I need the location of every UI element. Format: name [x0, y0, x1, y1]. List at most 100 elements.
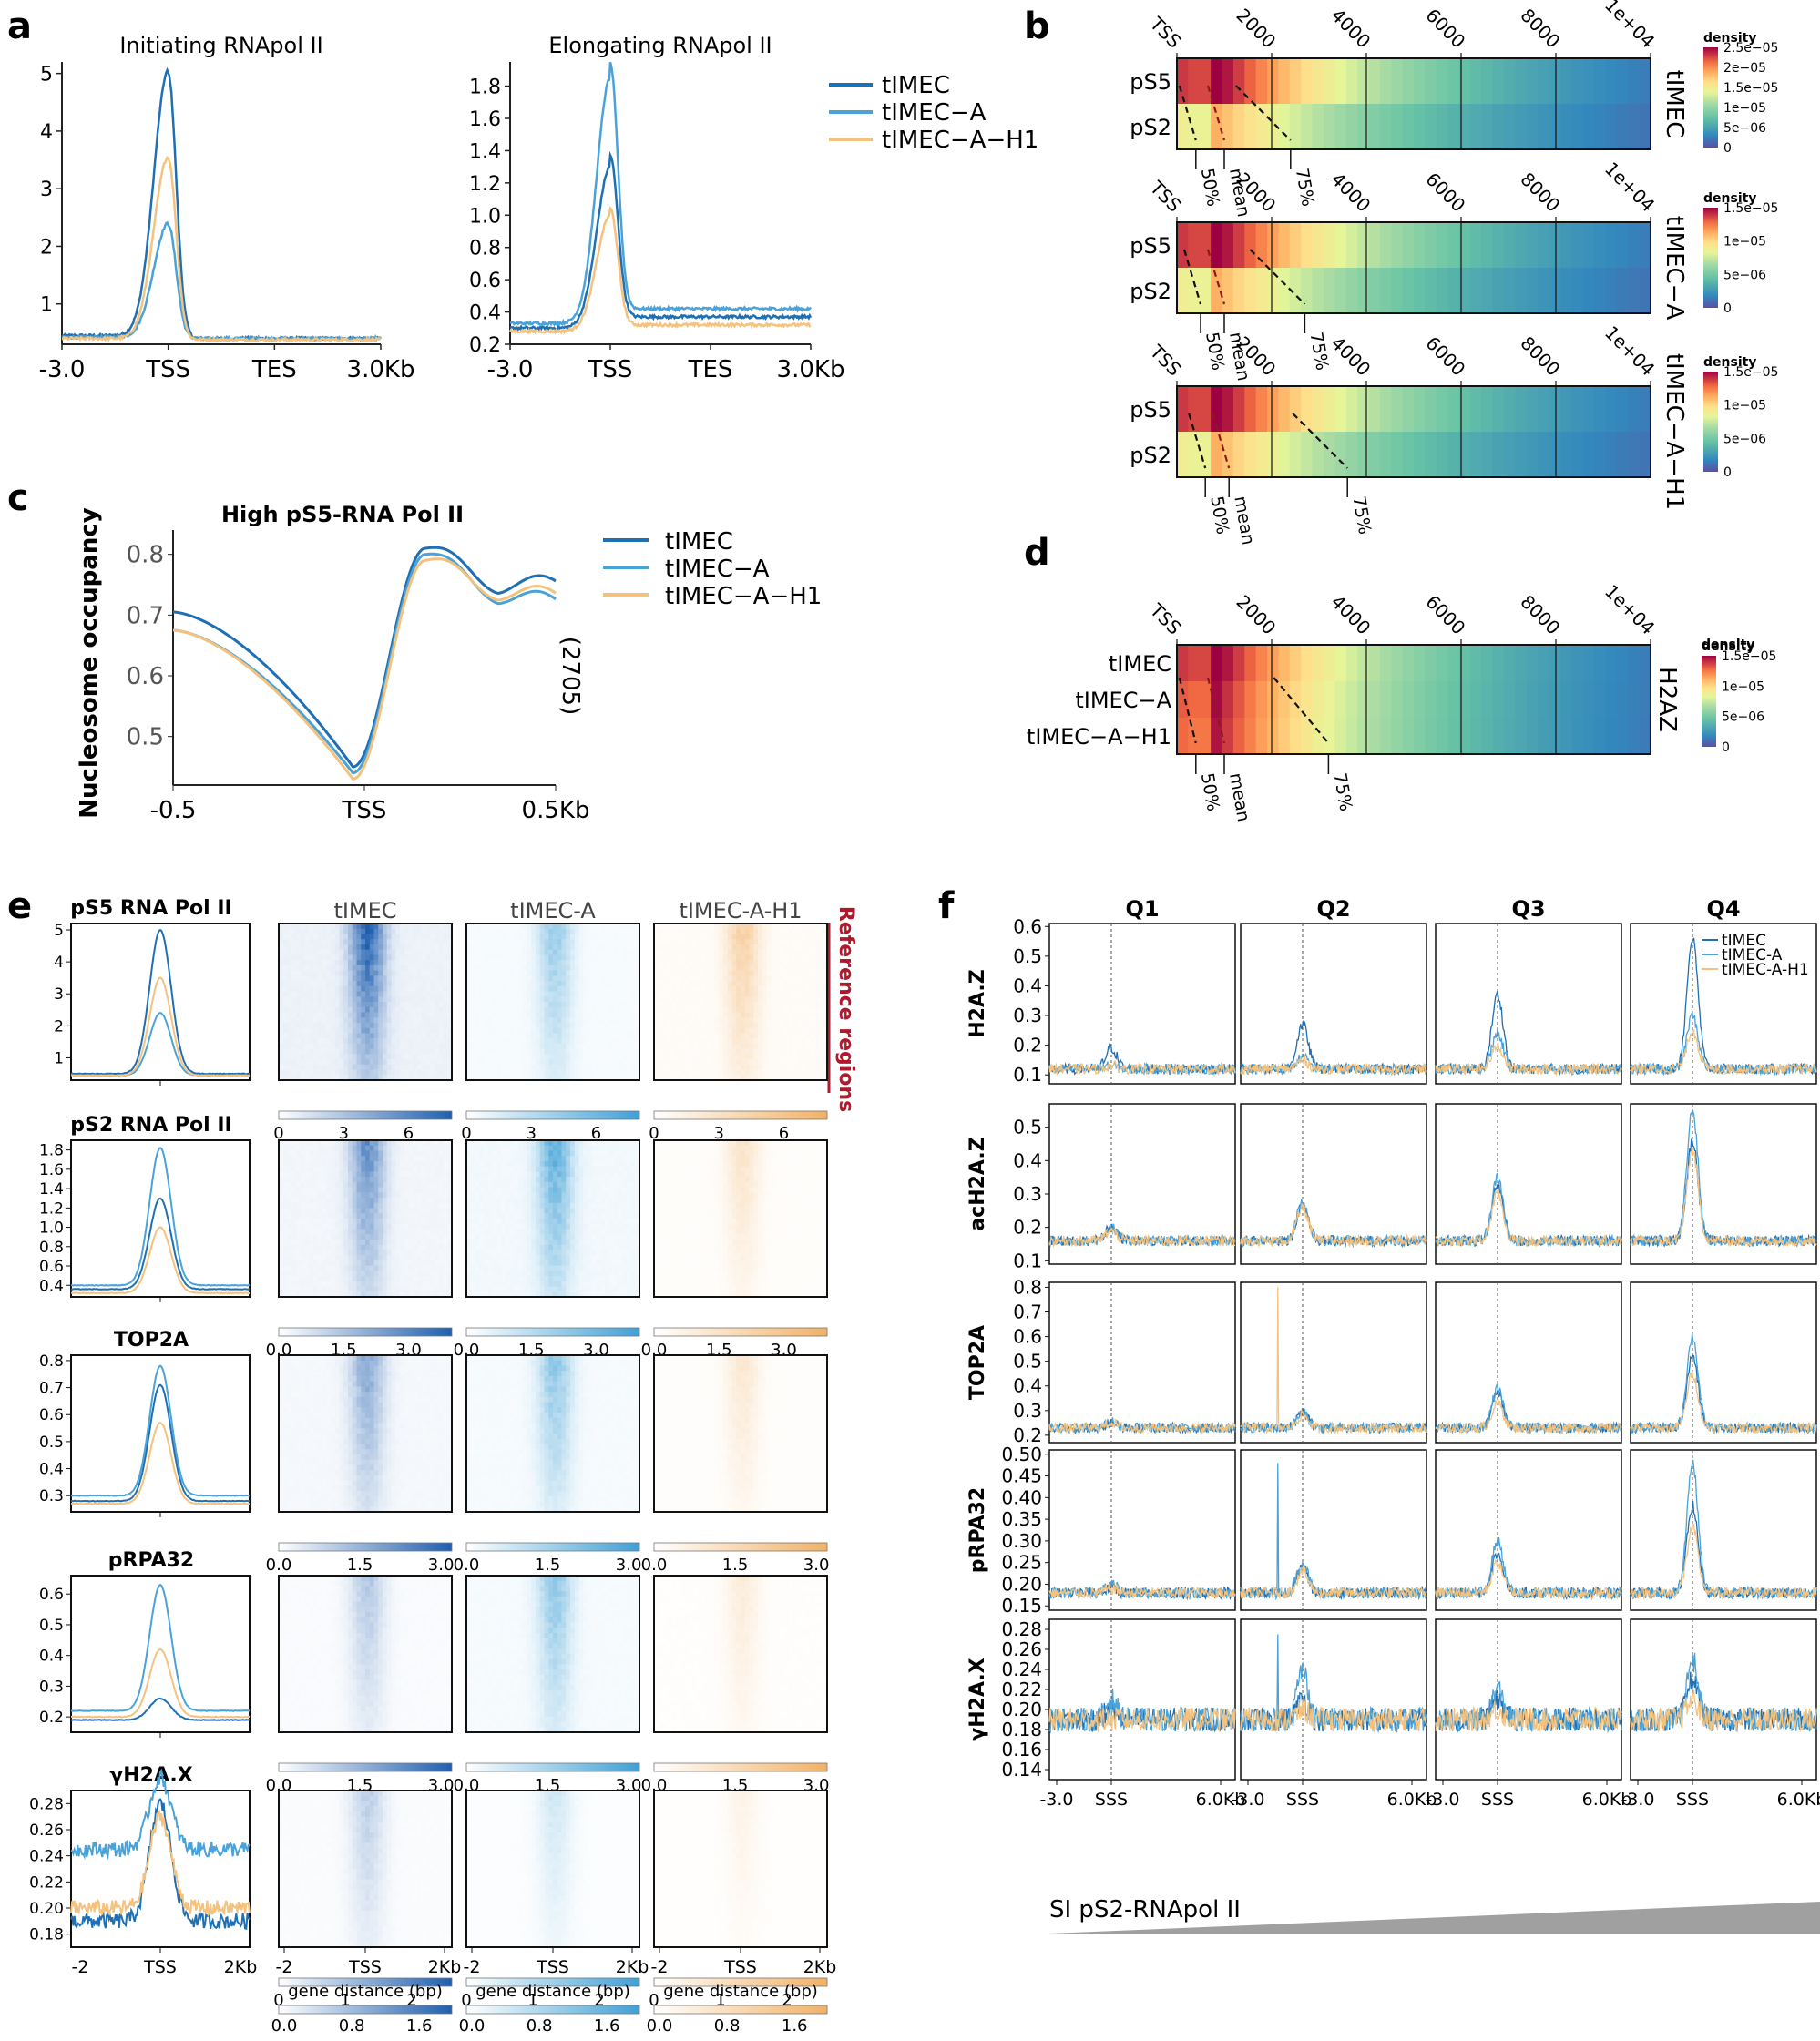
heat-cell	[1515, 681, 1528, 719]
heat-cell	[331, 1150, 336, 1157]
heat-cell	[1515, 386, 1528, 433]
heat-cell	[484, 1022, 489, 1029]
heat-cell	[300, 1048, 305, 1055]
heat-cell	[723, 1002, 729, 1008]
heat-cell	[313, 1239, 319, 1246]
heat-cell	[522, 944, 527, 951]
legend-c: tIMEC tIMEC−A tIMEC−A−H1	[603, 528, 822, 610]
heat-cell	[404, 1075, 409, 1081]
heat-cell	[1222, 222, 1234, 269]
heat-cell	[723, 1038, 729, 1045]
column-title: tIMEC	[333, 898, 396, 924]
heat-cell	[313, 1033, 319, 1039]
heat-cell	[775, 934, 781, 940]
heat-cell	[492, 1017, 497, 1024]
heat-cell	[792, 1075, 798, 1081]
heat-cell	[413, 991, 418, 997]
heat-cell	[618, 1006, 623, 1013]
heat-cell	[282, 1281, 288, 1288]
heat-cell	[501, 1064, 506, 1071]
heat-cell	[496, 1022, 502, 1029]
heat-cell	[313, 1202, 319, 1209]
heat-cell	[630, 996, 636, 1003]
heat-cell	[322, 1022, 327, 1029]
heat-cell	[348, 1198, 353, 1204]
heat-cell	[348, 1213, 353, 1219]
heat-cell	[1436, 386, 1448, 433]
heat-cell	[522, 960, 527, 966]
heat-cell	[438, 1017, 444, 1024]
heat-cell	[779, 975, 784, 982]
heat-cell	[317, 1038, 322, 1045]
heat-cell	[369, 1255, 374, 1261]
heat-cell	[758, 949, 763, 955]
heat-cell	[1334, 645, 1347, 682]
heat-cell	[334, 1140, 340, 1147]
heat-cell	[706, 1027, 711, 1034]
percentile-label: 50%	[1197, 771, 1223, 812]
heat-cell	[300, 1033, 305, 1039]
heat-cell	[723, 934, 729, 940]
heat-cell	[1559, 718, 1572, 755]
heat-cell	[291, 1033, 297, 1039]
heat-cell	[710, 960, 715, 966]
heat-cell	[758, 991, 763, 997]
heat-cell	[395, 1022, 401, 1029]
heat-cell	[570, 949, 576, 955]
heat-cell	[352, 1156, 357, 1162]
heat-cell	[1323, 681, 1335, 719]
heat-cell	[539, 970, 545, 976]
heat-cell	[365, 1198, 371, 1204]
heat-cell	[287, 981, 292, 987]
heat-cell	[309, 1281, 314, 1288]
heat-cell	[282, 1033, 288, 1039]
heat-cell	[352, 1291, 357, 1298]
heat-cell	[771, 1043, 776, 1050]
heat-cell	[326, 1064, 332, 1071]
heat-cell	[779, 1017, 784, 1024]
heat-cell	[578, 960, 584, 966]
heat-cell	[361, 1239, 366, 1246]
heat-cell	[1188, 104, 1201, 150]
heat-cell	[1571, 681, 1584, 719]
heat-cell	[378, 1033, 383, 1039]
heat-cell	[509, 949, 515, 955]
heat-cell	[608, 975, 614, 982]
heat-cell	[395, 1027, 401, 1034]
heat-cell	[626, 970, 631, 976]
heat-cell	[527, 944, 532, 951]
heat-cell	[352, 1234, 357, 1240]
heat-cell	[400, 981, 405, 987]
heat-cell	[667, 1043, 672, 1050]
heat-cell	[574, 1027, 579, 1034]
heat-cell	[395, 1017, 401, 1024]
heat-cell	[531, 924, 537, 930]
heat-cell	[309, 924, 314, 930]
heat-cell	[369, 1038, 374, 1045]
heat-cell	[701, 975, 707, 982]
heat-cell	[395, 964, 401, 972]
heat-cell	[373, 1043, 379, 1050]
heat-cell	[322, 1291, 327, 1298]
heat-cell	[697, 964, 702, 972]
heat-cell	[539, 1017, 545, 1024]
heat-cell	[383, 1166, 388, 1172]
heat-cell	[805, 928, 811, 934]
heat-cell	[378, 1006, 383, 1013]
heat-cell	[296, 981, 302, 987]
series-line	[70, 928, 251, 1076]
heat-cell	[400, 1022, 405, 1029]
heat-cell	[386, 939, 392, 945]
heat-cell	[487, 985, 493, 993]
heat-cell	[813, 939, 819, 945]
y-tick-label: 0.8	[39, 1239, 64, 1257]
heat-cell	[684, 1069, 690, 1076]
heat-cell	[1334, 268, 1347, 314]
heat-cell	[1504, 222, 1517, 269]
heat-cell	[348, 1281, 353, 1288]
heat-cell	[425, 1002, 431, 1008]
heat-cell	[501, 991, 506, 997]
heat-cell	[304, 975, 310, 982]
heat-cell	[304, 1038, 310, 1045]
heat-cell	[574, 1059, 579, 1066]
